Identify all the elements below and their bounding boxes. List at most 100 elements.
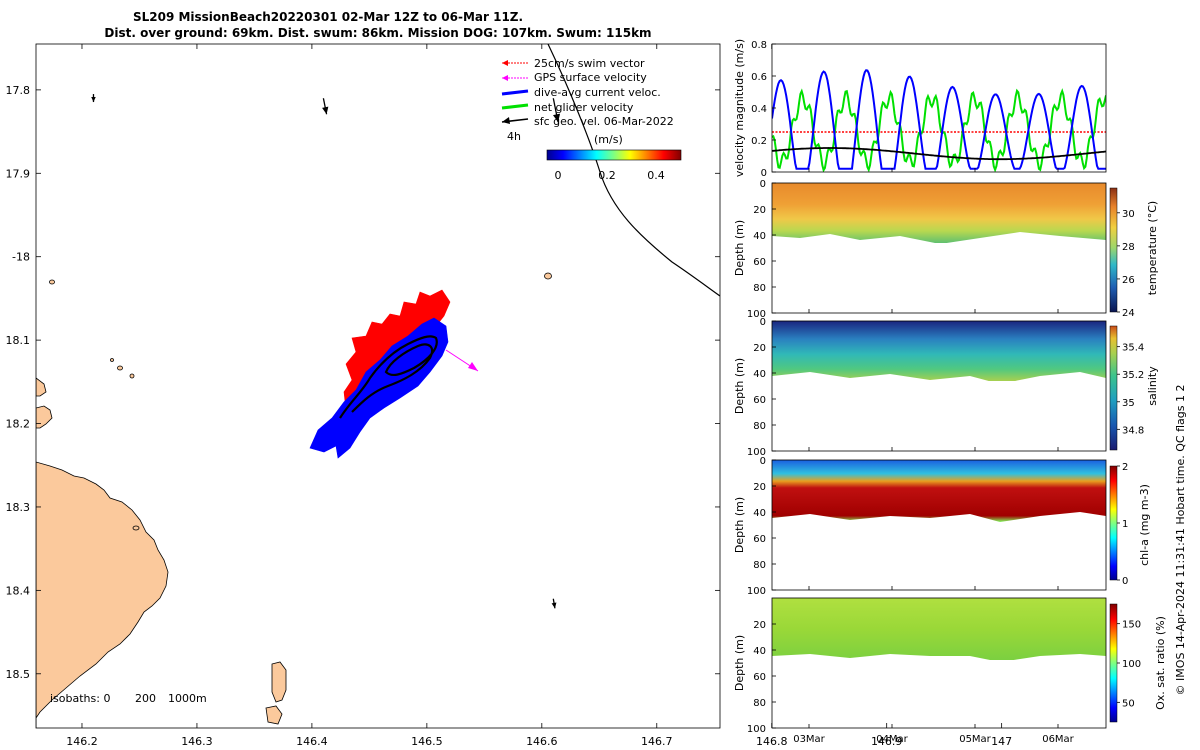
- depth-tick-label: 60: [753, 534, 766, 545]
- map-colorbar-tick-0: 0: [555, 169, 562, 182]
- depth-tick-label: 60: [753, 257, 766, 268]
- time-tick-3: 06Mar: [1042, 734, 1074, 745]
- depth-tick-label: 60: [753, 672, 766, 683]
- temperature-bottom-edge: [772, 232, 1106, 245]
- chla-field: [772, 460, 1106, 522]
- depth-tick-label: 40: [753, 646, 766, 657]
- legend-label-net: net glider velocity: [534, 101, 634, 114]
- depth-tick-label: 40: [753, 369, 766, 380]
- glider-track: [339, 335, 438, 419]
- depth-tick-label: 80: [753, 421, 766, 432]
- sfc-geo-arrowhead: [322, 106, 329, 115]
- map-xtick-label: 146.2: [66, 735, 98, 748]
- map-colorbar-units: (m/s): [594, 133, 623, 146]
- velocity-ytick-label: 0: [761, 168, 767, 179]
- legend-label-swim: 25cm/s swim vector: [534, 57, 645, 70]
- sfc-geo-arrows: [91, 94, 1018, 609]
- depth-tick-label: 20: [753, 205, 766, 216]
- isobaths-200: 200: [135, 692, 156, 705]
- land-coast-north: [36, 405, 53, 429]
- land-islet-g: [132, 525, 140, 531]
- depth-tick-label: 0: [760, 456, 766, 467]
- sfc-geo-arrow: [783, 432, 786, 448]
- cbar-tick-label: 1: [1122, 519, 1128, 530]
- depth-tick-label: 0: [760, 317, 766, 328]
- land-island-b: [265, 705, 283, 725]
- depth-tick-label: 0: [760, 179, 766, 190]
- salinity-frame: [771, 320, 1107, 452]
- salinity-colorbar: [1109, 325, 1118, 451]
- chla-bottom-edge: [772, 512, 1106, 524]
- depth-tick-label: 20: [753, 620, 766, 631]
- oxygen-bottom-edge: [772, 654, 1106, 662]
- depth-tick-label: 60: [753, 395, 766, 406]
- legend-label-current: dive-avg current veloc.: [534, 86, 661, 99]
- map-colorbar-tick-1: 0.2: [598, 169, 616, 182]
- cbar-tick-label: 28: [1122, 242, 1135, 253]
- chla-ylabel: Depth (m): [733, 497, 746, 553]
- depth-tick-label: 40: [753, 508, 766, 519]
- depth-tick-label: 100: [747, 724, 766, 735]
- map-xtick-label: 146.3: [181, 735, 213, 748]
- map-panel: 146.2 146.3 146.4 146.5 146.6 146.7 146.8 146.9…: [6, 43, 1018, 748]
- map-ytick-label: 17.9: [6, 167, 31, 180]
- map-colorbar-tick-2: 0.4: [647, 169, 665, 182]
- depth-tick-label: 80: [753, 698, 766, 709]
- cbar-tick-label: 35.4: [1122, 343, 1144, 354]
- map-xtick-label: 146.8: [756, 735, 788, 748]
- velocity-axis: 0 0.2 0.4 0.6 0.8: [751, 40, 1059, 179]
- salinity-ylabel: Depth (m): [733, 358, 746, 414]
- sfc-geo-arrowhead: [780, 286, 787, 294]
- isobath-line: [547, 44, 720, 297]
- cbar-tick-label: 100: [1122, 659, 1141, 670]
- depth-tick-label: 100: [747, 586, 766, 597]
- legend-4h-label: 4h: [507, 130, 521, 143]
- velocity-panel: 0 0.2 0.4 0.6 0.8 velocity magnitude (m/s): [733, 39, 1107, 179]
- map-xtick-label: 146.6: [526, 735, 558, 748]
- sfc-geo-arrowhead: [551, 602, 557, 609]
- velocity-ylabel: velocity magnitude (m/s): [733, 39, 746, 177]
- sfc-geo-arrow: [1013, 432, 1018, 451]
- salinity-field: [772, 321, 1106, 381]
- time-tick-0: 03Mar: [793, 734, 825, 745]
- temperature-colorbar: [1109, 187, 1118, 313]
- sfc-geo-arrowhead: [91, 97, 96, 103]
- depth-tick-label: 20: [753, 343, 766, 354]
- time-axis: 03Mar 04Mar 05Mar 06Mar: [793, 734, 1074, 745]
- depth-tick-label: 100: [747, 309, 766, 320]
- chla-cbar-label: chl-a (mg m-3): [1138, 484, 1151, 566]
- land-islet-f: [129, 373, 135, 379]
- cbar-tick-label: 2: [1122, 462, 1128, 473]
- title-line-1: SL209 MissionBeach20220301 02-Mar 12Z to…: [133, 10, 523, 24]
- cbar-tick-label: 35: [1122, 398, 1135, 409]
- land-islet-c: [544, 272, 552, 280]
- cbar-tick-label: 150: [1122, 620, 1141, 631]
- legend-arrowhead-swim: [502, 60, 508, 66]
- map-ytick-label: 18.3: [6, 501, 31, 514]
- temperature-panel: Depth (m) temperature (°C): [733, 182, 1159, 314]
- legend-arrowhead-gps: [502, 75, 508, 81]
- map-xtick-label: 146.9: [871, 735, 903, 748]
- salinity-panel: Depth (m) salinity: [733, 320, 1159, 452]
- map-xtick-label: 147: [991, 735, 1012, 748]
- isobaths-label: isobaths: 0: [50, 692, 110, 705]
- cbar-tick-label: 30: [1122, 209, 1135, 220]
- oxygen-cbar-label: Ox. sat. ratio (%): [1154, 616, 1167, 710]
- map-axes: 146.2 146.3 146.4 146.5 146.6 146.7 146.8 146.9…: [6, 44, 1012, 748]
- temperature-frame: [771, 182, 1107, 314]
- oxygen-panel: Depth (m) Ox. sat. ratio (%): [733, 597, 1167, 729]
- map-ytick-label: -18: [12, 251, 30, 264]
- map-colorbar-bar: [546, 149, 682, 161]
- map-ytick-label: 18.4: [6, 584, 31, 597]
- time-tick-1: 04Mar: [876, 734, 908, 745]
- legend-swatch-net: [501, 103, 529, 110]
- velocity-ytick-label: 0.2: [751, 136, 767, 147]
- temperature-field: [772, 183, 1106, 243]
- land-islet-d: [49, 279, 55, 285]
- map-ytick-label: 18.1: [6, 334, 31, 347]
- cbar-tick-label: 24: [1122, 308, 1135, 319]
- velocity-series: [772, 69, 1106, 172]
- dive-avg-current-line: [772, 69, 1106, 170]
- salinity-cbar-label: salinity: [1146, 366, 1159, 406]
